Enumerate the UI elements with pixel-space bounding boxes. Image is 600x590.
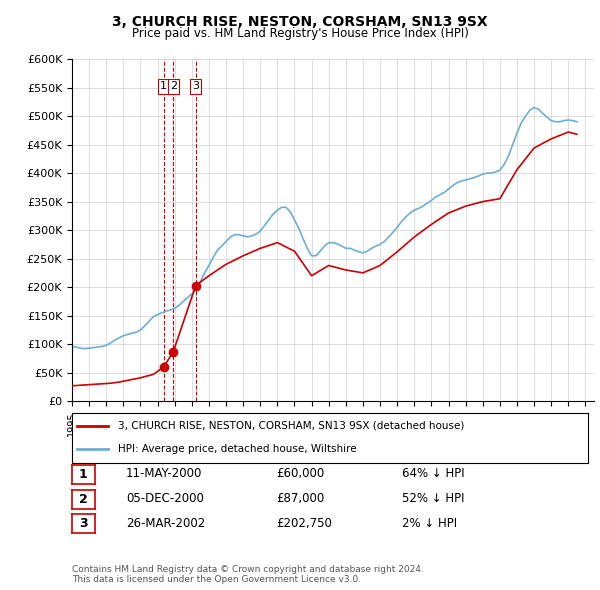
Text: 26-MAR-2002: 26-MAR-2002: [126, 517, 205, 530]
Text: 1: 1: [160, 81, 167, 91]
Text: 2: 2: [170, 81, 177, 91]
Text: 3: 3: [192, 81, 199, 91]
Text: 2: 2: [79, 493, 88, 506]
Text: 64% ↓ HPI: 64% ↓ HPI: [402, 467, 464, 480]
Text: £202,750: £202,750: [276, 517, 332, 530]
Text: £87,000: £87,000: [276, 492, 324, 505]
Text: Price paid vs. HM Land Registry's House Price Index (HPI): Price paid vs. HM Land Registry's House …: [131, 27, 469, 40]
Text: 1: 1: [79, 468, 88, 481]
Text: 52% ↓ HPI: 52% ↓ HPI: [402, 492, 464, 505]
Text: Contains HM Land Registry data © Crown copyright and database right 2024.
This d: Contains HM Land Registry data © Crown c…: [72, 565, 424, 584]
Text: £60,000: £60,000: [276, 467, 324, 480]
Text: 3, CHURCH RISE, NESTON, CORSHAM, SN13 9SX (detached house): 3, CHURCH RISE, NESTON, CORSHAM, SN13 9S…: [118, 421, 465, 431]
Text: 11-MAY-2000: 11-MAY-2000: [126, 467, 202, 480]
Text: 05-DEC-2000: 05-DEC-2000: [126, 492, 204, 505]
Text: 2% ↓ HPI: 2% ↓ HPI: [402, 517, 457, 530]
Text: HPI: Average price, detached house, Wiltshire: HPI: Average price, detached house, Wilt…: [118, 444, 357, 454]
Text: 3, CHURCH RISE, NESTON, CORSHAM, SN13 9SX: 3, CHURCH RISE, NESTON, CORSHAM, SN13 9S…: [112, 15, 488, 29]
Text: 3: 3: [79, 517, 88, 530]
